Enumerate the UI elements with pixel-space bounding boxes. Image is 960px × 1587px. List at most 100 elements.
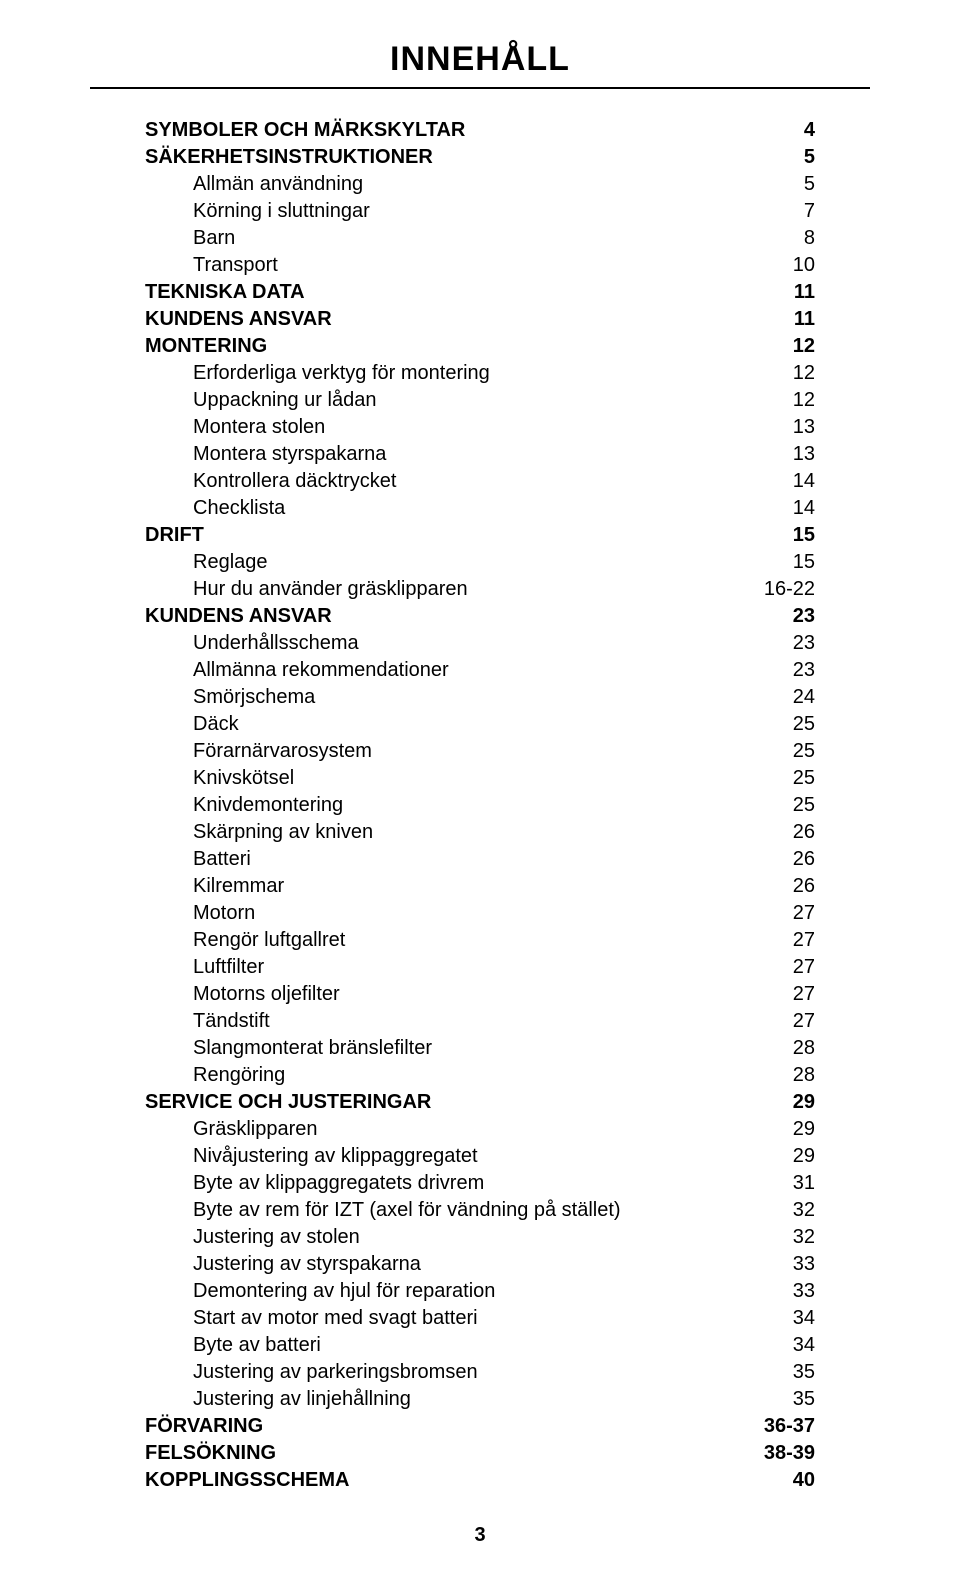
toc-entry-page: 13 — [793, 414, 815, 441]
toc-entry-label: Allmän användning — [193, 171, 363, 198]
toc-entry: Justering av parkeringsbromsen 35 — [145, 1359, 815, 1386]
toc-entry: Barn 8 — [145, 225, 815, 252]
toc-entry-label: Däck — [193, 711, 239, 738]
toc-entry: SÄKERHETSINSTRUKTIONER5 — [145, 144, 815, 171]
toc-entry-label: Uppackning ur lådan — [193, 387, 376, 414]
toc-entry: Underhållsschema 23 — [145, 630, 815, 657]
toc-entry-label: Byte av batteri — [193, 1332, 321, 1359]
toc-entry-label: MONTERING — [145, 333, 267, 360]
toc-entry-label: Motorns oljefilter — [193, 981, 340, 1008]
toc-entry: TEKNISKA DATA11 — [145, 279, 815, 306]
toc-entry-page: 12 — [793, 360, 815, 387]
toc-entry: Byte av klippaggregatets drivrem31 — [145, 1170, 815, 1197]
toc-entry: SERVICE OCH JUSTERINGAR29 — [145, 1089, 815, 1116]
toc-entry: Knivskötsel25 — [145, 765, 815, 792]
toc-entry-label: KUNDENS ANSVAR — [145, 603, 332, 630]
toc-entry-page: 27 — [793, 900, 815, 927]
toc-entry-page: 29 — [793, 1116, 815, 1143]
toc-entry-page: 12 — [793, 387, 815, 414]
toc-entry-page: 23 — [793, 630, 815, 657]
toc-entry-label: Smörjschema — [193, 684, 315, 711]
toc-entry-label: Barn — [193, 225, 235, 252]
toc-entry: Start av motor med svagt batteri34 — [145, 1305, 815, 1332]
toc-entry-label: Rengöring — [193, 1062, 285, 1089]
toc-entry: Luftfilter27 — [145, 954, 815, 981]
toc-entry-label: Rengör luftgallret — [193, 927, 345, 954]
toc-entry: Allmän användning 5 — [145, 171, 815, 198]
toc-entry: Gräsklipparen 29 — [145, 1116, 815, 1143]
toc-entry-label: KUNDENS ANSVAR — [145, 306, 332, 333]
toc-entry-label: TEKNISKA DATA — [145, 279, 305, 306]
toc-entry-label: Underhållsschema — [193, 630, 359, 657]
toc-entry-page: 26 — [793, 819, 815, 846]
toc-entry-page: 29 — [793, 1143, 815, 1170]
toc-entry-label: Justering av styrspakarna — [193, 1251, 421, 1278]
toc-entry-label: Tändstift — [193, 1008, 270, 1035]
toc-entry-page: 40 — [793, 1467, 815, 1494]
toc-entry-page: 5 — [804, 171, 815, 198]
toc-entry-page: 31 — [793, 1170, 815, 1197]
toc-entry-page: 33 — [793, 1278, 815, 1305]
toc-entry-label: Montera styrspakarna — [193, 441, 386, 468]
toc-entry: KOPPLINGSSCHEMA 40 — [145, 1467, 815, 1494]
toc-entry-page: 29 — [793, 1089, 815, 1116]
page-number: 3 — [90, 1524, 870, 1547]
toc-entry: SYMBOLER OCH MÄRKSKYLTAR4 — [145, 117, 815, 144]
toc-entry-label: Slangmonterat bränslefilter — [193, 1035, 432, 1062]
toc-entry-page: 13 — [793, 441, 815, 468]
toc-entry: Förarnärvarosystem25 — [145, 738, 815, 765]
toc-entry-page: 7 — [804, 198, 815, 225]
toc-entry-label: Körning i sluttningar — [193, 198, 370, 225]
toc-entry-page: 8 — [804, 225, 815, 252]
toc-entry: Nivåjustering av klippaggregatet 29 — [145, 1143, 815, 1170]
toc-entry: KUNDENS ANSVAR23 — [145, 603, 815, 630]
toc-entry-page: 32 — [793, 1224, 815, 1251]
toc-entry-label: Knivdemontering — [193, 792, 343, 819]
toc-entry: DRIFT15 — [145, 522, 815, 549]
toc-entry: Motorn 27 — [145, 900, 815, 927]
page-title: INNEHÅLL — [90, 40, 870, 89]
toc-entry-label: KOPPLINGSSCHEMA — [145, 1467, 349, 1494]
toc-entry-label: Batteri — [193, 846, 251, 873]
toc-entry-page: 35 — [793, 1386, 815, 1413]
toc-entry: FÖRVARING36-37 — [145, 1413, 815, 1440]
toc-entry-label: Justering av parkeringsbromsen — [193, 1359, 478, 1386]
toc-entry: FELSÖKNING38-39 — [145, 1440, 815, 1467]
toc-entry: Motorns oljefilter 27 — [145, 981, 815, 1008]
toc-entry: Batteri26 — [145, 846, 815, 873]
toc-entry-page: 15 — [793, 522, 815, 549]
toc-entry: Justering av styrspakarna33 — [145, 1251, 815, 1278]
toc-entry-page: 38-39 — [764, 1440, 815, 1467]
toc-entry: KUNDENS ANSVAR11 — [145, 306, 815, 333]
toc-entry-label: Kontrollera däcktrycket — [193, 468, 396, 495]
toc-entry-label: Kilremmar — [193, 873, 284, 900]
toc-entry-label: Knivskötsel — [193, 765, 294, 792]
toc-entry-label: Allmänna rekommendationer — [193, 657, 449, 684]
toc-entry-label: SYMBOLER OCH MÄRKSKYLTAR — [145, 117, 465, 144]
toc-entry-page: 27 — [793, 1008, 815, 1035]
toc-entry-label: Justering av stolen — [193, 1224, 360, 1251]
toc-entry-page: 14 — [793, 468, 815, 495]
toc-entry: Smörjschema24 — [145, 684, 815, 711]
toc-entry-page: 27 — [793, 927, 815, 954]
toc-entry-label: Transport — [193, 252, 278, 279]
toc-entry-label: Gräsklipparen — [193, 1116, 318, 1143]
toc-entry-page: 32 — [793, 1197, 815, 1224]
toc-entry: Däck25 — [145, 711, 815, 738]
toc-entry-label: Luftfilter — [193, 954, 264, 981]
toc-entry: Checklista14 — [145, 495, 815, 522]
toc-entry: Rengöring28 — [145, 1062, 815, 1089]
toc-entry-label: Nivåjustering av klippaggregatet — [193, 1143, 478, 1170]
toc-entry: Transport10 — [145, 252, 815, 279]
toc-entry-page: 34 — [793, 1305, 815, 1332]
toc-entry: Kontrollera däcktrycket 14 — [145, 468, 815, 495]
toc-entry: Skärpning av kniven26 — [145, 819, 815, 846]
toc-entry-label: Erforderliga verktyg för montering — [193, 360, 490, 387]
toc-entry-page: 12 — [793, 333, 815, 360]
toc-entry: Justering av linjehållning35 — [145, 1386, 815, 1413]
toc-entry-label: Motorn — [193, 900, 255, 927]
toc-entry-label: Checklista — [193, 495, 285, 522]
toc-entry-page: 27 — [793, 981, 815, 1008]
toc-entry: Allmänna rekommendationer23 — [145, 657, 815, 684]
toc-entry-page: 35 — [793, 1359, 815, 1386]
